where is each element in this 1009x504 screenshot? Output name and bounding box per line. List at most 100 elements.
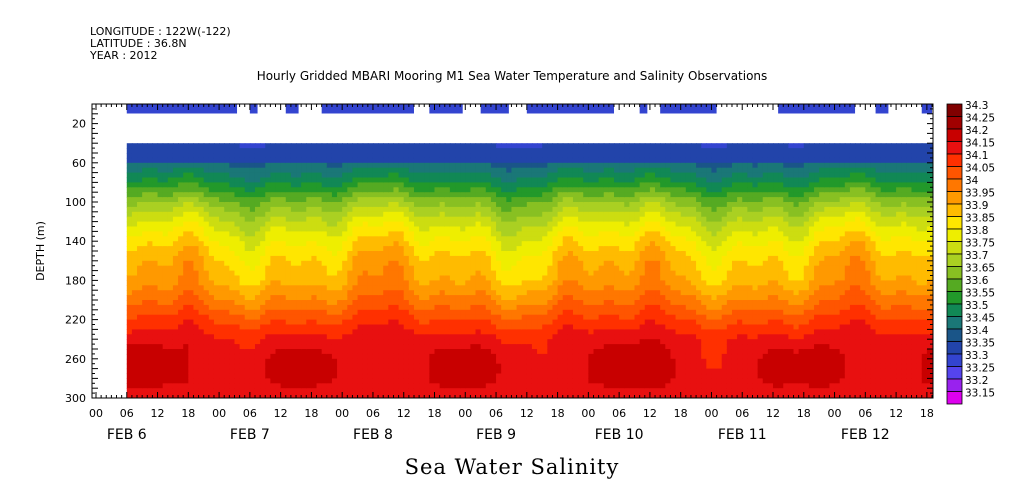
heatmap-cell xyxy=(265,339,271,345)
heatmap-cell xyxy=(270,270,277,277)
heatmap-cell xyxy=(183,353,189,360)
heatmap-cell xyxy=(547,226,554,232)
heatmap-cell xyxy=(362,304,369,311)
heatmap-cell xyxy=(213,329,220,335)
heatmap-cell xyxy=(172,304,179,311)
heatmap-cell xyxy=(285,177,292,183)
heatmap-cell xyxy=(229,265,236,272)
heatmap-cell xyxy=(254,167,261,174)
heatmap-cell xyxy=(229,275,236,281)
heatmap-cell xyxy=(501,373,507,379)
heatmap-cell xyxy=(480,143,487,149)
heatmap-cell xyxy=(588,162,595,169)
heatmap-cell xyxy=(172,290,179,296)
heatmap-cell xyxy=(306,148,313,154)
heatmap-cell xyxy=(465,358,472,365)
heatmap-cell xyxy=(147,334,154,340)
heatmap-cell xyxy=(490,309,497,316)
heatmap-cell xyxy=(285,290,292,296)
heatmap-cell xyxy=(142,167,148,174)
heatmap-cell xyxy=(465,319,472,326)
heatmap-cell xyxy=(480,251,487,257)
heatmap-cell xyxy=(424,295,430,301)
heatmap-cell xyxy=(383,172,389,179)
heatmap-cell xyxy=(552,162,559,169)
heatmap-cell xyxy=(296,319,302,326)
heatmap-cell xyxy=(167,270,174,277)
heatmap-cell xyxy=(306,221,313,228)
heatmap-cell xyxy=(306,285,313,291)
heatmap-cell xyxy=(285,143,292,149)
heatmap-cell xyxy=(547,260,554,267)
heatmap-cell xyxy=(408,363,415,370)
heatmap-cell xyxy=(244,221,251,228)
heatmap-cell xyxy=(434,304,441,311)
heatmap-cell xyxy=(331,329,338,335)
heatmap-cell xyxy=(331,226,338,232)
heatmap-cell xyxy=(552,226,559,232)
heatmap-cell xyxy=(342,246,348,252)
heatmap-cell xyxy=(449,251,456,257)
heatmap-cell xyxy=(352,255,359,262)
heatmap-cell xyxy=(142,172,148,179)
heatmap-cell xyxy=(578,246,584,252)
heatmap-cell xyxy=(301,300,307,306)
heatmap-cell xyxy=(516,334,523,340)
heatmap-cell xyxy=(301,187,307,193)
heatmap-cell xyxy=(572,349,579,355)
heatmap-cell xyxy=(542,353,548,360)
heatmap-cell xyxy=(270,177,277,183)
heatmap-cell xyxy=(439,251,446,257)
heatmap-cell xyxy=(521,236,528,242)
heatmap-cell xyxy=(603,211,610,218)
heatmap-cell xyxy=(388,162,395,169)
heatmap-cell xyxy=(316,143,323,149)
heatmap-cell xyxy=(219,329,225,335)
heatmap-cell xyxy=(367,162,374,169)
heatmap-cell xyxy=(393,324,400,330)
heatmap-cell xyxy=(249,300,256,306)
heatmap-cell xyxy=(521,157,528,164)
heatmap-cell xyxy=(152,393,159,398)
heatmap-cell xyxy=(280,358,287,365)
heatmap-cell xyxy=(526,246,533,252)
heatmap-cell xyxy=(157,300,164,306)
heatmap-cell xyxy=(152,231,159,237)
heatmap-cell xyxy=(449,167,456,174)
heatmap-cell xyxy=(362,383,369,389)
heatmap-cell xyxy=(608,202,615,208)
heatmap-cell xyxy=(393,339,400,345)
heatmap-cell xyxy=(183,157,189,164)
heatmap-cell xyxy=(208,393,215,398)
heatmap-cell xyxy=(306,349,313,355)
heatmap-cell xyxy=(496,162,502,169)
heatmap-cell xyxy=(516,363,523,370)
heatmap-cell xyxy=(552,393,559,398)
heatmap-cell xyxy=(316,157,323,164)
heatmap-cell xyxy=(557,260,564,267)
heatmap-cell xyxy=(470,216,477,223)
heatmap-cell xyxy=(603,260,610,267)
heatmap-cell xyxy=(208,202,215,208)
heatmap-cell xyxy=(331,157,338,164)
heatmap-cell xyxy=(593,260,600,267)
heatmap-cell xyxy=(244,192,251,198)
heatmap-cell xyxy=(424,162,430,169)
heatmap-cell xyxy=(172,270,179,277)
heatmap-cell xyxy=(496,226,502,232)
heatmap-cell xyxy=(275,334,282,340)
heatmap-cell xyxy=(429,187,436,193)
heatmap-cell xyxy=(347,353,354,360)
heatmap-cell xyxy=(239,383,246,389)
heatmap-cell xyxy=(490,172,497,179)
heatmap-cell xyxy=(326,388,333,394)
heatmap-cell xyxy=(429,353,436,360)
heatmap-cell xyxy=(290,251,297,257)
heatmap-cell xyxy=(572,295,579,301)
heatmap-cell xyxy=(239,162,246,169)
heatmap-cell xyxy=(398,255,405,262)
heatmap-cell xyxy=(496,251,502,257)
heatmap-cell xyxy=(280,388,287,394)
heatmap-cell xyxy=(388,241,395,247)
heatmap-cell xyxy=(249,353,256,360)
